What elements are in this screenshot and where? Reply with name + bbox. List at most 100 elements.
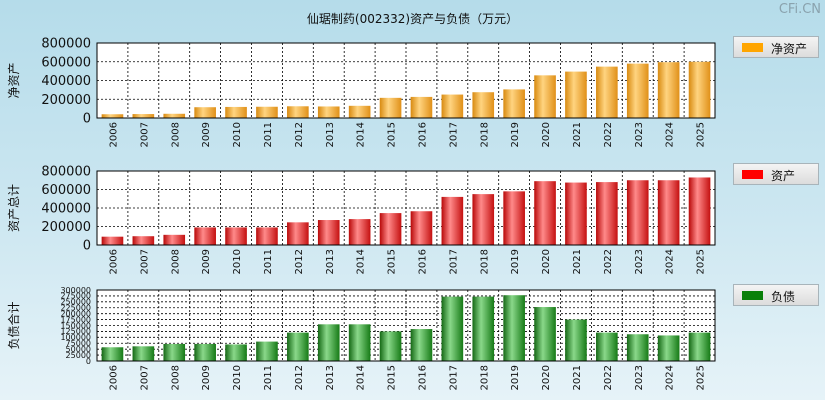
bar-2013 <box>317 324 340 361</box>
x-tick-label: 2021 <box>572 122 583 147</box>
bar-2009 <box>194 107 216 118</box>
y-tick-label: 275000 <box>60 292 91 301</box>
y-tick-label: 0 <box>83 112 91 127</box>
y-tick-label: 250000 <box>60 298 91 307</box>
y-tick-label: 200000 <box>41 220 91 235</box>
y-tick-label: 400000 <box>41 202 91 217</box>
bar-2017 <box>441 196 464 245</box>
x-tick-label: 2022 <box>603 365 614 390</box>
bar-2016 <box>410 329 433 361</box>
bar-2024 <box>657 335 680 361</box>
x-tick-label: 2023 <box>634 122 645 147</box>
x-tick-label: 2011 <box>263 249 274 274</box>
x-tick-label: 2019 <box>510 122 521 147</box>
x-tick-label: 2012 <box>294 122 305 147</box>
bar-2006 <box>101 236 124 245</box>
y-axis-label: 负债合计 <box>6 301 21 349</box>
x-tick-label: 2013 <box>325 365 336 390</box>
y-tick-label: 800000 <box>41 37 91 52</box>
x-tick-label: 2025 <box>696 249 707 274</box>
bar-2016 <box>410 96 433 118</box>
x-tick-label: 2020 <box>541 122 552 147</box>
x-tick-label: 2007 <box>139 365 150 390</box>
bar-2021 <box>565 182 587 245</box>
bar-2022 <box>596 182 618 245</box>
legend-label: 资产 <box>771 169 796 183</box>
plot-border <box>96 289 716 362</box>
bar-2013 <box>317 220 340 245</box>
bar-2025 <box>688 61 711 118</box>
x-tick-label: 2021 <box>572 365 583 390</box>
x-tick-label: 2017 <box>448 365 459 390</box>
x-tick-label: 2008 <box>170 365 181 390</box>
bar-2015 <box>379 213 402 245</box>
bar-2020 <box>534 75 556 118</box>
bar-2016 <box>410 211 433 245</box>
bar-2022 <box>596 332 618 361</box>
legend-swatch <box>742 170 763 179</box>
x-tick-label: 2012 <box>294 249 305 274</box>
x-tick-label: 2018 <box>479 365 490 390</box>
x-tick-label: 2018 <box>479 122 490 147</box>
bar-2013 <box>317 106 340 118</box>
y-axis-label: 净资产 <box>7 62 21 98</box>
bar-2018 <box>472 92 495 118</box>
bar-2006 <box>101 347 124 361</box>
bar-2008 <box>163 113 186 118</box>
y-tick-label: 175000 <box>60 315 91 324</box>
bar-2015 <box>379 97 402 118</box>
bar-2012 <box>287 332 309 361</box>
y-tick-label: 200000 <box>41 93 91 108</box>
y-tick-label: 0 <box>86 357 91 366</box>
bar-2025 <box>688 332 711 361</box>
bar-2023 <box>626 63 649 118</box>
bar-2007 <box>132 236 155 245</box>
x-tick-label: 2024 <box>665 122 676 147</box>
x-tick-label: 2020 <box>541 365 552 390</box>
y-tick-label: 200000 <box>60 309 91 318</box>
bar-2025 <box>688 177 711 245</box>
bar-2019 <box>503 295 525 361</box>
x-tick-label: 2025 <box>696 365 707 390</box>
x-tick-label: 2022 <box>603 249 614 274</box>
legend-label: 负债 <box>771 290 796 304</box>
x-tick-label: 2010 <box>232 249 243 274</box>
plot-border <box>96 170 716 246</box>
bar-2012 <box>287 222 309 245</box>
y-tick-label: 300000 <box>60 286 91 295</box>
x-tick-label: 2012 <box>294 365 305 390</box>
bar-2015 <box>379 331 402 361</box>
x-tick-label: 2014 <box>356 365 367 390</box>
bar-2014 <box>348 105 371 118</box>
x-tick-label: 2016 <box>417 122 428 147</box>
y-tick-label: 75000 <box>66 339 91 348</box>
bar-2024 <box>657 62 680 118</box>
x-tick-label: 2014 <box>356 249 367 274</box>
bar-2010 <box>225 106 247 118</box>
x-tick-label: 2009 <box>201 249 212 274</box>
bar-2023 <box>626 334 649 361</box>
bar-2012 <box>287 106 309 118</box>
bar-2011 <box>256 106 278 118</box>
x-tick-label: 2019 <box>510 365 521 390</box>
x-tick-label: 2013 <box>325 122 336 147</box>
x-tick-label: 2015 <box>387 249 398 274</box>
x-tick-label: 2013 <box>325 249 336 274</box>
x-tick-label: 2018 <box>479 249 490 274</box>
legend-net-assets: 净资产 <box>733 36 819 58</box>
y-tick-label: 50000 <box>66 345 91 354</box>
x-tick-label: 2021 <box>572 249 583 274</box>
bar-2023 <box>626 180 649 245</box>
x-tick-label: 2009 <box>201 122 212 147</box>
bar-2017 <box>441 296 464 361</box>
bar-2020 <box>534 307 556 361</box>
x-tick-label: 2017 <box>448 249 459 274</box>
bar-2021 <box>565 319 587 361</box>
legend-label: 净资产 <box>771 42 808 56</box>
x-tick-label: 2015 <box>387 122 398 147</box>
x-tick-label: 2024 <box>665 249 676 274</box>
x-tick-label: 2017 <box>448 122 459 147</box>
x-tick-label: 2016 <box>417 249 428 274</box>
bar-2014 <box>348 219 371 245</box>
chart-title: 仙琚制药(002332)资产与负债（万元） <box>306 12 519 26</box>
